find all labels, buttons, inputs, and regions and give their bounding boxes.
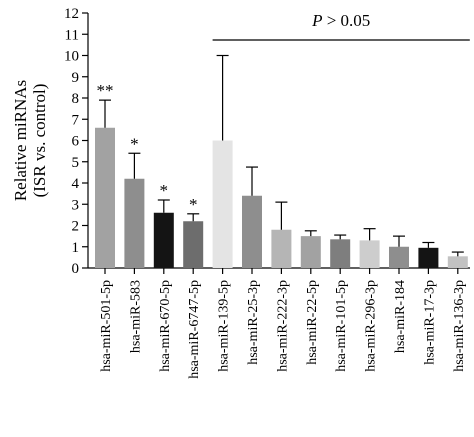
y-tick-label: 11 <box>65 27 79 43</box>
y-tick-label: 12 <box>64 6 79 22</box>
category-label: hsa-miR-184 <box>393 280 408 353</box>
annotation-threshold: > 0.05 <box>322 11 370 30</box>
category-label: hsa-miR-296-3p <box>364 280 379 372</box>
y-tick-label: 8 <box>72 91 80 107</box>
bar <box>212 140 233 268</box>
category-label: hsa-miR-101-5p <box>334 280 349 372</box>
category-label: hsa-miR-670-5p <box>158 280 173 372</box>
category-label: hsa-miR-501-5p <box>99 280 114 372</box>
significance-marker: * <box>130 134 139 153</box>
y-tick-label: 9 <box>72 70 80 86</box>
bar <box>389 246 409 268</box>
bar <box>447 256 468 268</box>
bars-group <box>95 127 468 268</box>
y-axis-title-line: (ISR vs. control) <box>30 84 49 198</box>
annotation-p: P <box>311 11 322 30</box>
y-axis-title: Relative miRNAs (ISR vs. control) <box>11 80 49 201</box>
y-tick-label: 4 <box>72 176 80 192</box>
bar <box>418 247 439 268</box>
significance-marker: ** <box>97 81 114 100</box>
y-axis-title-line: Relative miRNAs <box>11 80 30 201</box>
category-label: hsa-miR-22-5p <box>305 280 320 365</box>
category-label: hsa-miR-136-3p <box>452 280 467 372</box>
bar <box>183 221 204 268</box>
y-tick-label: 5 <box>72 155 80 171</box>
bar <box>271 229 292 268</box>
y-tick-label: 6 <box>72 134 80 150</box>
y-tick-label: 10 <box>64 49 79 65</box>
category-labels: hsa-miR-501-5p hsa-miR-583 hsa-miR-670-5p h… <box>99 280 467 379</box>
significance-markers: ***** <box>97 81 198 214</box>
y-tick-label: 2 <box>72 219 80 235</box>
annotation-text: P > 0.05 <box>311 11 370 30</box>
significance-marker: * <box>189 195 198 214</box>
y-tick-label: 1 <box>72 240 80 256</box>
category-label: hsa-miR-25-3p <box>246 280 261 365</box>
bar <box>124 178 145 268</box>
bar <box>359 240 380 268</box>
bar <box>242 195 262 268</box>
x-axis <box>88 267 470 274</box>
category-label: hsa-miR-17-3p <box>422 280 437 365</box>
significance-annotation: P > 0.05 <box>212 11 470 41</box>
category-label: hsa-miR-222-3p <box>275 280 290 372</box>
category-label: hsa-miR-6747-5p <box>187 280 202 379</box>
error-bars-group <box>99 54 464 257</box>
y-tick-label: 7 <box>72 112 80 128</box>
significance-marker: * <box>160 181 169 200</box>
bar <box>300 236 321 268</box>
y-tick-label: 3 <box>72 197 80 213</box>
category-label: hsa-miR-139-5p <box>217 280 232 372</box>
bar <box>153 212 174 268</box>
y-tick-label: 0 <box>72 261 80 277</box>
category-label: hsa-miR-583 <box>128 280 143 353</box>
bar <box>330 239 351 268</box>
bar <box>95 127 115 268</box>
